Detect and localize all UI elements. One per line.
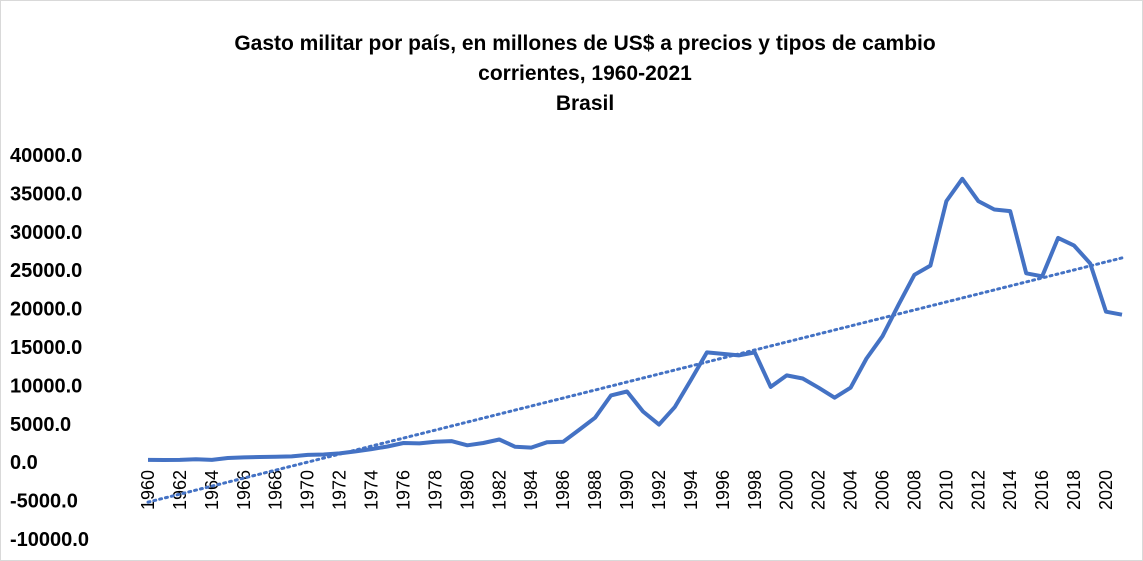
- x-tick-label: 1964: [202, 470, 222, 510]
- y-tick-label: 25000.0: [10, 260, 82, 282]
- y-tick-label: 20000.0: [10, 299, 82, 321]
- y-tick-label: 35000.0: [10, 183, 82, 205]
- x-tick-label: 1970: [298, 470, 318, 510]
- x-tick-label: 1996: [713, 470, 733, 510]
- x-tick-label: 2008: [904, 470, 924, 510]
- x-tick-label: 2004: [841, 470, 861, 510]
- x-tick-label: 2012: [968, 470, 988, 510]
- x-tick-label: 1966: [234, 470, 254, 510]
- chart-title: Gasto militar por país, en millones de U…: [234, 32, 935, 55]
- x-tick-label: 1976: [393, 470, 413, 510]
- y-tick-label: 10000.0: [10, 375, 82, 397]
- x-tick-label: 1980: [457, 470, 477, 510]
- y-tick-label: 0.0: [10, 452, 38, 474]
- x-tick-label: 2010: [936, 470, 956, 510]
- x-tick-label: 1968: [266, 470, 286, 510]
- y-tick-label: 30000.0: [10, 222, 82, 244]
- x-tick-label: 1988: [585, 470, 605, 510]
- y-tick-label: 15000.0: [10, 337, 82, 359]
- y-tick-label: 40000.0: [10, 145, 82, 167]
- x-tick-label: 2002: [809, 470, 829, 510]
- x-tick-label: 1974: [362, 470, 382, 510]
- data-line: [147, 176, 1123, 462]
- x-tick-label: 1986: [553, 470, 573, 510]
- y-tick-label: 5000.0: [10, 414, 71, 436]
- x-tick-label: 1994: [681, 470, 701, 510]
- x-tick-label: 1998: [745, 470, 765, 510]
- x-tick-label: 1984: [521, 470, 541, 510]
- x-tick-label: 1982: [489, 470, 509, 510]
- x-tick-label: 2018: [1064, 470, 1084, 510]
- trendline: [146, 256, 1124, 504]
- x-tick-label: 2006: [872, 470, 892, 510]
- x-tick-label: 1962: [170, 470, 190, 510]
- x-tick-label: 2020: [1096, 470, 1116, 510]
- y-tick-label: -5000.0: [10, 491, 78, 513]
- x-tick-label: 2000: [777, 470, 797, 510]
- x-tick-label: 1990: [617, 470, 637, 510]
- chart-subtitle: Brasil: [556, 92, 614, 115]
- x-tick-label: 1960: [138, 470, 158, 510]
- x-tick-label: 2014: [1000, 470, 1020, 510]
- x-tick-label: 2016: [1032, 470, 1052, 510]
- chart-title: corrientes, 1960-2021: [478, 62, 692, 85]
- x-tick-label: 1972: [330, 470, 350, 510]
- y-tick-label: -10000.0: [10, 529, 89, 551]
- x-tick-label: 1978: [425, 470, 445, 510]
- x-tick-label: 1992: [649, 470, 669, 510]
